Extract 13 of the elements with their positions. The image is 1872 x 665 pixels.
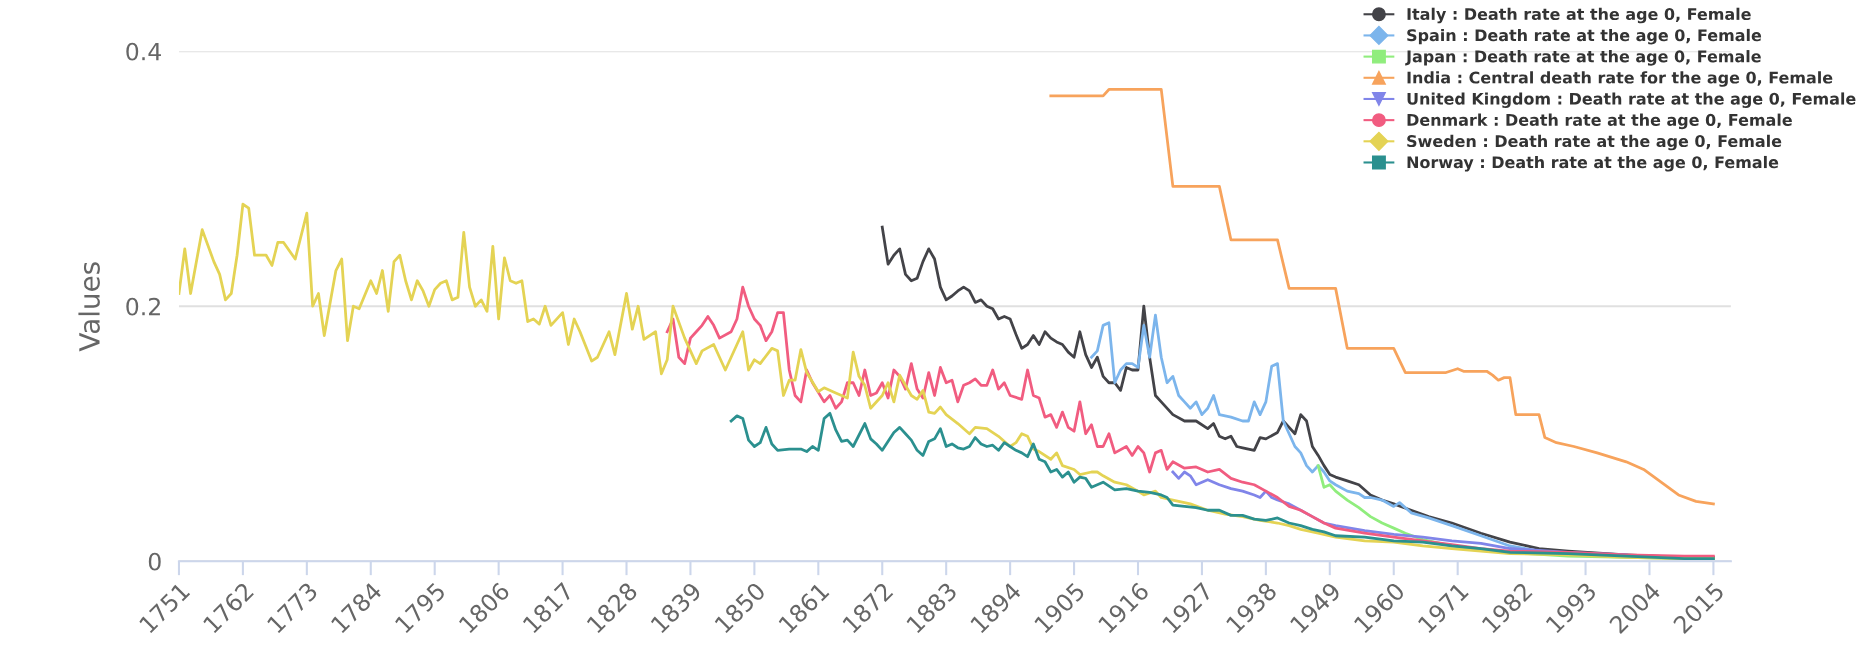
legend-label: Spain : Death rate at the age 0, Female [1407, 28, 1762, 45]
y-tick-label: 0.4 [126, 42, 161, 61]
y-tick-label: 0 [148, 552, 161, 571]
legend-label: Japan : Death rate at the age 0, Female [1405, 50, 1761, 66]
y-axis-title: Values [78, 262, 100, 352]
legend-label: United Kingdom : Death rate at the age 0, Female [1407, 92, 1856, 108]
legend-label: Norway : Death rate at the age 0, Female [1407, 155, 1779, 172]
y-tick-label: 0.2 [126, 297, 160, 316]
legend-label: Denmark : Death rate at the age 0, Female [1407, 113, 1792, 130]
legend-label: Sweden : Death rate at the age 0, Female [1407, 134, 1782, 151]
line-series [729, 411, 1715, 561]
legend-label: India : Central death rate for the age 0, Female [1407, 71, 1833, 87]
legend-label: Italy : Death rate at the age 0, Female [1407, 7, 1751, 24]
